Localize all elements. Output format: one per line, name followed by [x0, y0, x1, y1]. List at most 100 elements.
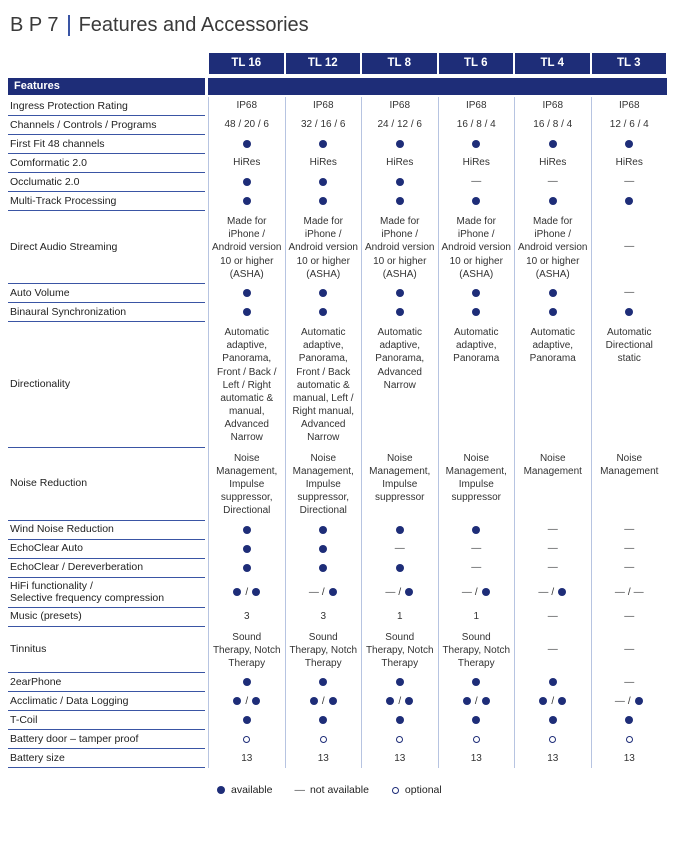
feature-label-text: EchoClear Auto [10, 542, 83, 555]
column-header: TL 3 [591, 53, 668, 74]
optional-circle-icon [243, 735, 251, 743]
available-dot-icon [319, 525, 328, 534]
section-header-row: Features [8, 78, 667, 95]
feature-cell: 13 [284, 749, 362, 769]
feature-cell: Noise Management [514, 447, 591, 521]
feature-cell: Made for iPhone / Android version 10 or … [361, 211, 438, 284]
available-dot-icon [319, 544, 328, 553]
cell-text: HiRes [233, 157, 261, 169]
feature-cell [361, 558, 438, 578]
column-header: TL 6 [438, 53, 515, 74]
cell-text: / [398, 586, 402, 598]
cell-text: IP68 [312, 100, 334, 112]
feature-cell: 24 / 12 / 6 [361, 116, 438, 135]
legend-label: optional [404, 784, 442, 797]
column-header: TL 16 [208, 53, 285, 74]
available-dot-icon [472, 197, 481, 205]
cell-text: / [245, 586, 249, 598]
feature-cell [361, 192, 438, 211]
section-header-label: Features [8, 78, 205, 95]
not-available-dash-icon: — [614, 586, 625, 598]
available-dot-icon [252, 588, 261, 597]
feature-cell [208, 520, 285, 540]
feature-cell [208, 539, 285, 559]
feature-cell: — [437, 539, 515, 559]
feature-label-text: Music (presets) [10, 610, 82, 623]
feature-label: Auto Volume [8, 284, 205, 303]
feature-label-text: EchoClear / Dereverberation [10, 561, 144, 574]
feature-cell: 3 [208, 607, 285, 627]
feature-cell: Noise Management, Impulse suppressor, Di… [208, 447, 285, 521]
feature-label-text: Wind Noise Reduction [10, 523, 114, 536]
available-dot-icon [472, 288, 481, 297]
cell-text: Sound Therapy, Notch Therapy [289, 631, 358, 670]
cell-text: Automatic adaptive, Panorama [529, 326, 576, 365]
optional-circle-icon [396, 735, 404, 743]
cell-text: Noise Management, Impulse suppressor, Di… [216, 452, 278, 517]
feature-cell: Sound Therapy, Notch Therapy [361, 626, 438, 674]
not-available-dash-icon: — [624, 523, 635, 535]
feature-cell [208, 283, 285, 303]
feature-cell [208, 135, 285, 154]
column-header: TL 8 [361, 53, 438, 74]
cell-text: 13 [317, 752, 329, 764]
feature-cell [437, 711, 515, 731]
not-available-dash-icon: — [624, 611, 635, 623]
available-dot-icon [319, 716, 328, 725]
feature-label: Directionality [8, 322, 205, 448]
not-available-dash-icon: — [547, 643, 558, 655]
cell-text: / [551, 586, 555, 598]
available-dot-icon [634, 697, 643, 706]
row-cells: Sound Therapy, Notch Therapy Sound Therap… [208, 626, 668, 674]
available-dot-icon [472, 307, 481, 316]
not-available-dash-icon: — [471, 561, 482, 573]
not-available-dash-icon: — [538, 586, 549, 598]
feature-cell [284, 711, 362, 731]
available-dot-icon [395, 197, 404, 205]
feature-cell: — [514, 520, 591, 540]
feature-cell [437, 135, 515, 154]
feature-cell: — [590, 173, 668, 192]
available-dot-icon [472, 140, 481, 148]
feature-cell: Noise Management [590, 447, 668, 521]
feature-cell: — [514, 626, 591, 674]
not-available-dash-icon: — [547, 176, 558, 188]
feature-cell: / [208, 577, 285, 608]
row-cells: Automatic adaptive, Panorama, Front / Ba… [208, 321, 667, 448]
feature-label: Occlumatic 2.0 [8, 173, 205, 192]
feature-label-text: First Fit 48 channels [10, 137, 105, 150]
available-dot-icon [319, 307, 328, 316]
optional-circle-icon [472, 735, 480, 743]
feature-cell: / [284, 692, 362, 712]
feature-label-text: Binaural Synchronization [10, 305, 127, 318]
cell-text: Noise Management [600, 452, 659, 477]
column-header: TL 4 [514, 53, 591, 74]
available-dot-icon [395, 563, 404, 572]
row-cells [208, 302, 667, 322]
feature-cell: — [590, 520, 668, 540]
available-dot-icon [558, 697, 567, 706]
cell-text: HiRes [539, 157, 567, 169]
available-dot-icon [233, 588, 242, 597]
feature-cell: — / [437, 577, 515, 608]
feature-label: EchoClear Auto [8, 540, 205, 559]
cell-text: 3 [243, 611, 250, 623]
legend-label: not available [309, 784, 369, 797]
feature-cell: / [361, 692, 438, 712]
feature-cell [208, 558, 285, 578]
title-prefix: B P 7 [10, 14, 59, 36]
feature-cell: — [590, 626, 668, 674]
feature-cell: 3 [284, 607, 362, 627]
row-cells: — — [208, 520, 668, 540]
feature-cell [590, 192, 668, 211]
feature-cell [284, 192, 362, 211]
available-dot-icon [625, 140, 634, 148]
not-available-dash-icon: — [624, 676, 635, 688]
cell-text: / [398, 695, 402, 707]
available-dot-icon [625, 307, 634, 316]
feature-cell [437, 192, 515, 211]
feature-label: Noise Reduction [8, 448, 205, 521]
row-cells: / — / — / — / — / — / — [208, 577, 667, 608]
feature-label: 2earPhone [8, 673, 205, 693]
feature-cell [208, 192, 285, 211]
